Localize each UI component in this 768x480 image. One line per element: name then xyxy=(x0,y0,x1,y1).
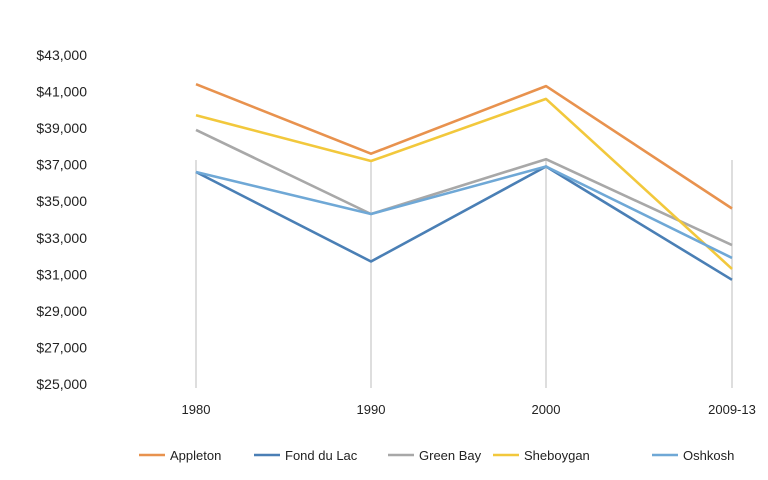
series-line-green-bay xyxy=(195,128,733,247)
x-tick-label: 1990 xyxy=(357,402,386,417)
legend-label: Sheboygan xyxy=(524,448,590,463)
y-tick-label: $37,000 xyxy=(36,157,87,173)
series-line-sheboygan xyxy=(195,97,733,270)
y-tick-label: $33,000 xyxy=(36,230,87,246)
y-tick-label: $31,000 xyxy=(36,266,87,282)
x-tick-label: 2000 xyxy=(532,402,561,417)
legend-label: Fond du Lac xyxy=(285,448,358,463)
y-tick-label: $35,000 xyxy=(36,193,87,209)
series-line-fond-du-lac xyxy=(195,165,733,281)
legend-label: Oshkosh xyxy=(683,448,734,463)
y-tick-label: $39,000 xyxy=(36,120,87,136)
x-tick-label: 2009-13 xyxy=(708,402,756,417)
legend-label: Green Bay xyxy=(419,448,482,463)
y-tick-label: $27,000 xyxy=(36,339,87,355)
y-tick-label: $41,000 xyxy=(36,84,87,100)
legend-label: Appleton xyxy=(170,448,221,463)
series-line-oshkosh xyxy=(195,165,733,260)
series-line-appleton xyxy=(195,82,733,210)
y-tick-label: $25,000 xyxy=(36,376,87,392)
y-tick-label: $29,000 xyxy=(36,303,87,319)
x-tick-label: 1980 xyxy=(182,402,211,417)
y-tick-label: $43,000 xyxy=(36,47,87,63)
